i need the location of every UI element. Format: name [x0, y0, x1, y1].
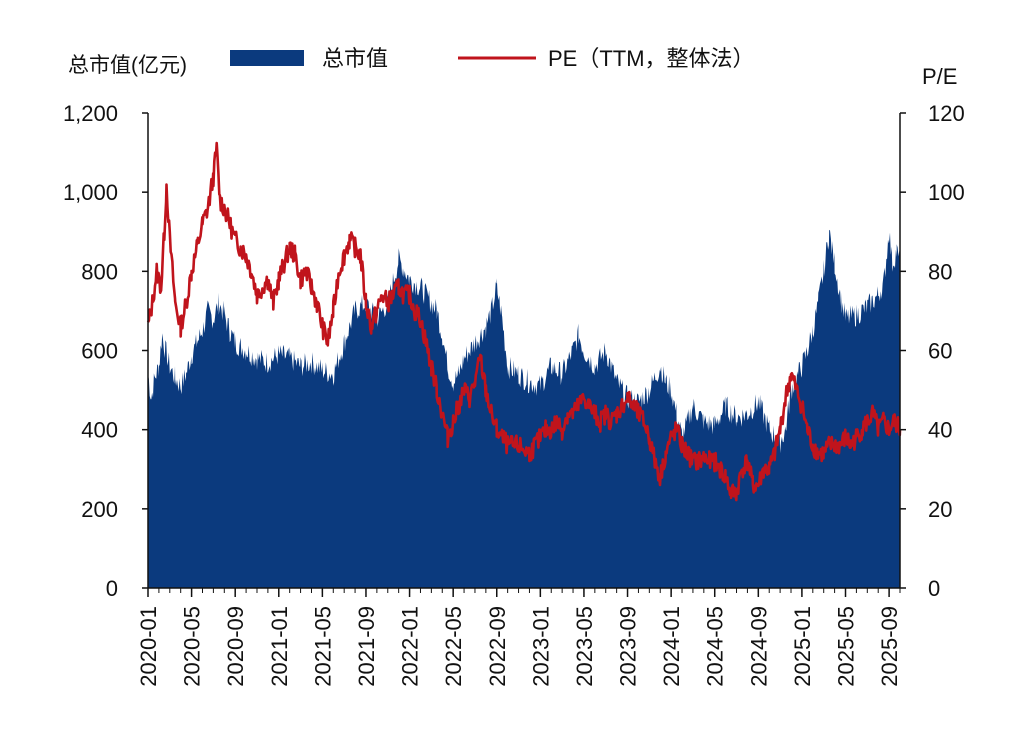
- legend-line-label: PE（TTM，整体法）: [548, 46, 755, 71]
- right-tick-label: 100: [928, 180, 965, 205]
- right-tick-label: 0: [928, 576, 940, 601]
- right-axis-title: P/E: [922, 64, 957, 89]
- left-tick-label: 1,200: [63, 101, 118, 126]
- x-tick-label: 2022-09: [485, 606, 510, 687]
- right-tick-label: 60: [928, 339, 952, 364]
- x-tick-label: 2024-05: [703, 606, 728, 687]
- left-tick-label: 600: [81, 339, 118, 364]
- x-tick-label: 2025-01: [790, 606, 815, 687]
- left-tick-label: 1,000: [63, 180, 118, 205]
- x-tick-label: 2024-01: [659, 606, 684, 687]
- left-tick-label: 200: [81, 497, 118, 522]
- legend-area-label: 总市值: [322, 46, 388, 71]
- x-tick-label: 2023-05: [572, 606, 597, 687]
- left-tick-label: 0: [106, 576, 118, 601]
- x-tick-label: 2020-01: [136, 606, 161, 687]
- x-tick-label: 2020-05: [180, 606, 205, 687]
- right-tick-label: 40: [928, 418, 952, 443]
- left-tick-label: 800: [81, 259, 118, 284]
- x-tick-label: 2021-01: [267, 606, 292, 687]
- x-tick-label: 2021-05: [310, 606, 335, 687]
- x-tick-label: 2023-09: [616, 606, 641, 687]
- left-axis-title: 总市值(亿元): [68, 54, 187, 77]
- market-cap-area: [148, 229, 900, 588]
- right-tick-label: 120: [928, 101, 965, 126]
- x-tick-label: 2025-09: [877, 606, 902, 687]
- x-tick-label: 2024-09: [746, 606, 771, 687]
- pe-line: [146, 141, 902, 502]
- axes: 0 200 400 600 800 1,000 1,200 0 20 40 60 80 100 120 20…: [63, 101, 965, 687]
- x-tick-label: 2023-01: [528, 606, 553, 687]
- x-tick-label: 2020-09: [223, 606, 248, 687]
- x-tick-label: 2022-01: [398, 606, 423, 687]
- legend-area-swatch: [230, 50, 304, 66]
- right-tick-label: 80: [928, 259, 952, 284]
- x-tick-label: 2021-09: [354, 606, 379, 687]
- left-tick-label: 400: [81, 418, 118, 443]
- plot-area: [146, 141, 902, 588]
- right-tick-label: 20: [928, 497, 952, 522]
- x-tick-label: 2022-05: [441, 606, 466, 687]
- x-tick-label: 2025-05: [834, 606, 859, 687]
